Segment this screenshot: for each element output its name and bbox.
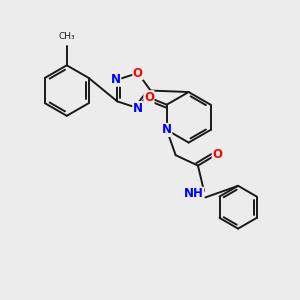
Text: O: O [212,148,222,161]
Text: N: N [162,123,172,136]
Text: O: O [133,67,143,80]
Text: CH₃: CH₃ [58,32,75,40]
Text: O: O [144,91,154,104]
Text: NH: NH [184,187,203,200]
Text: N: N [133,102,143,115]
Text: N: N [111,73,121,86]
